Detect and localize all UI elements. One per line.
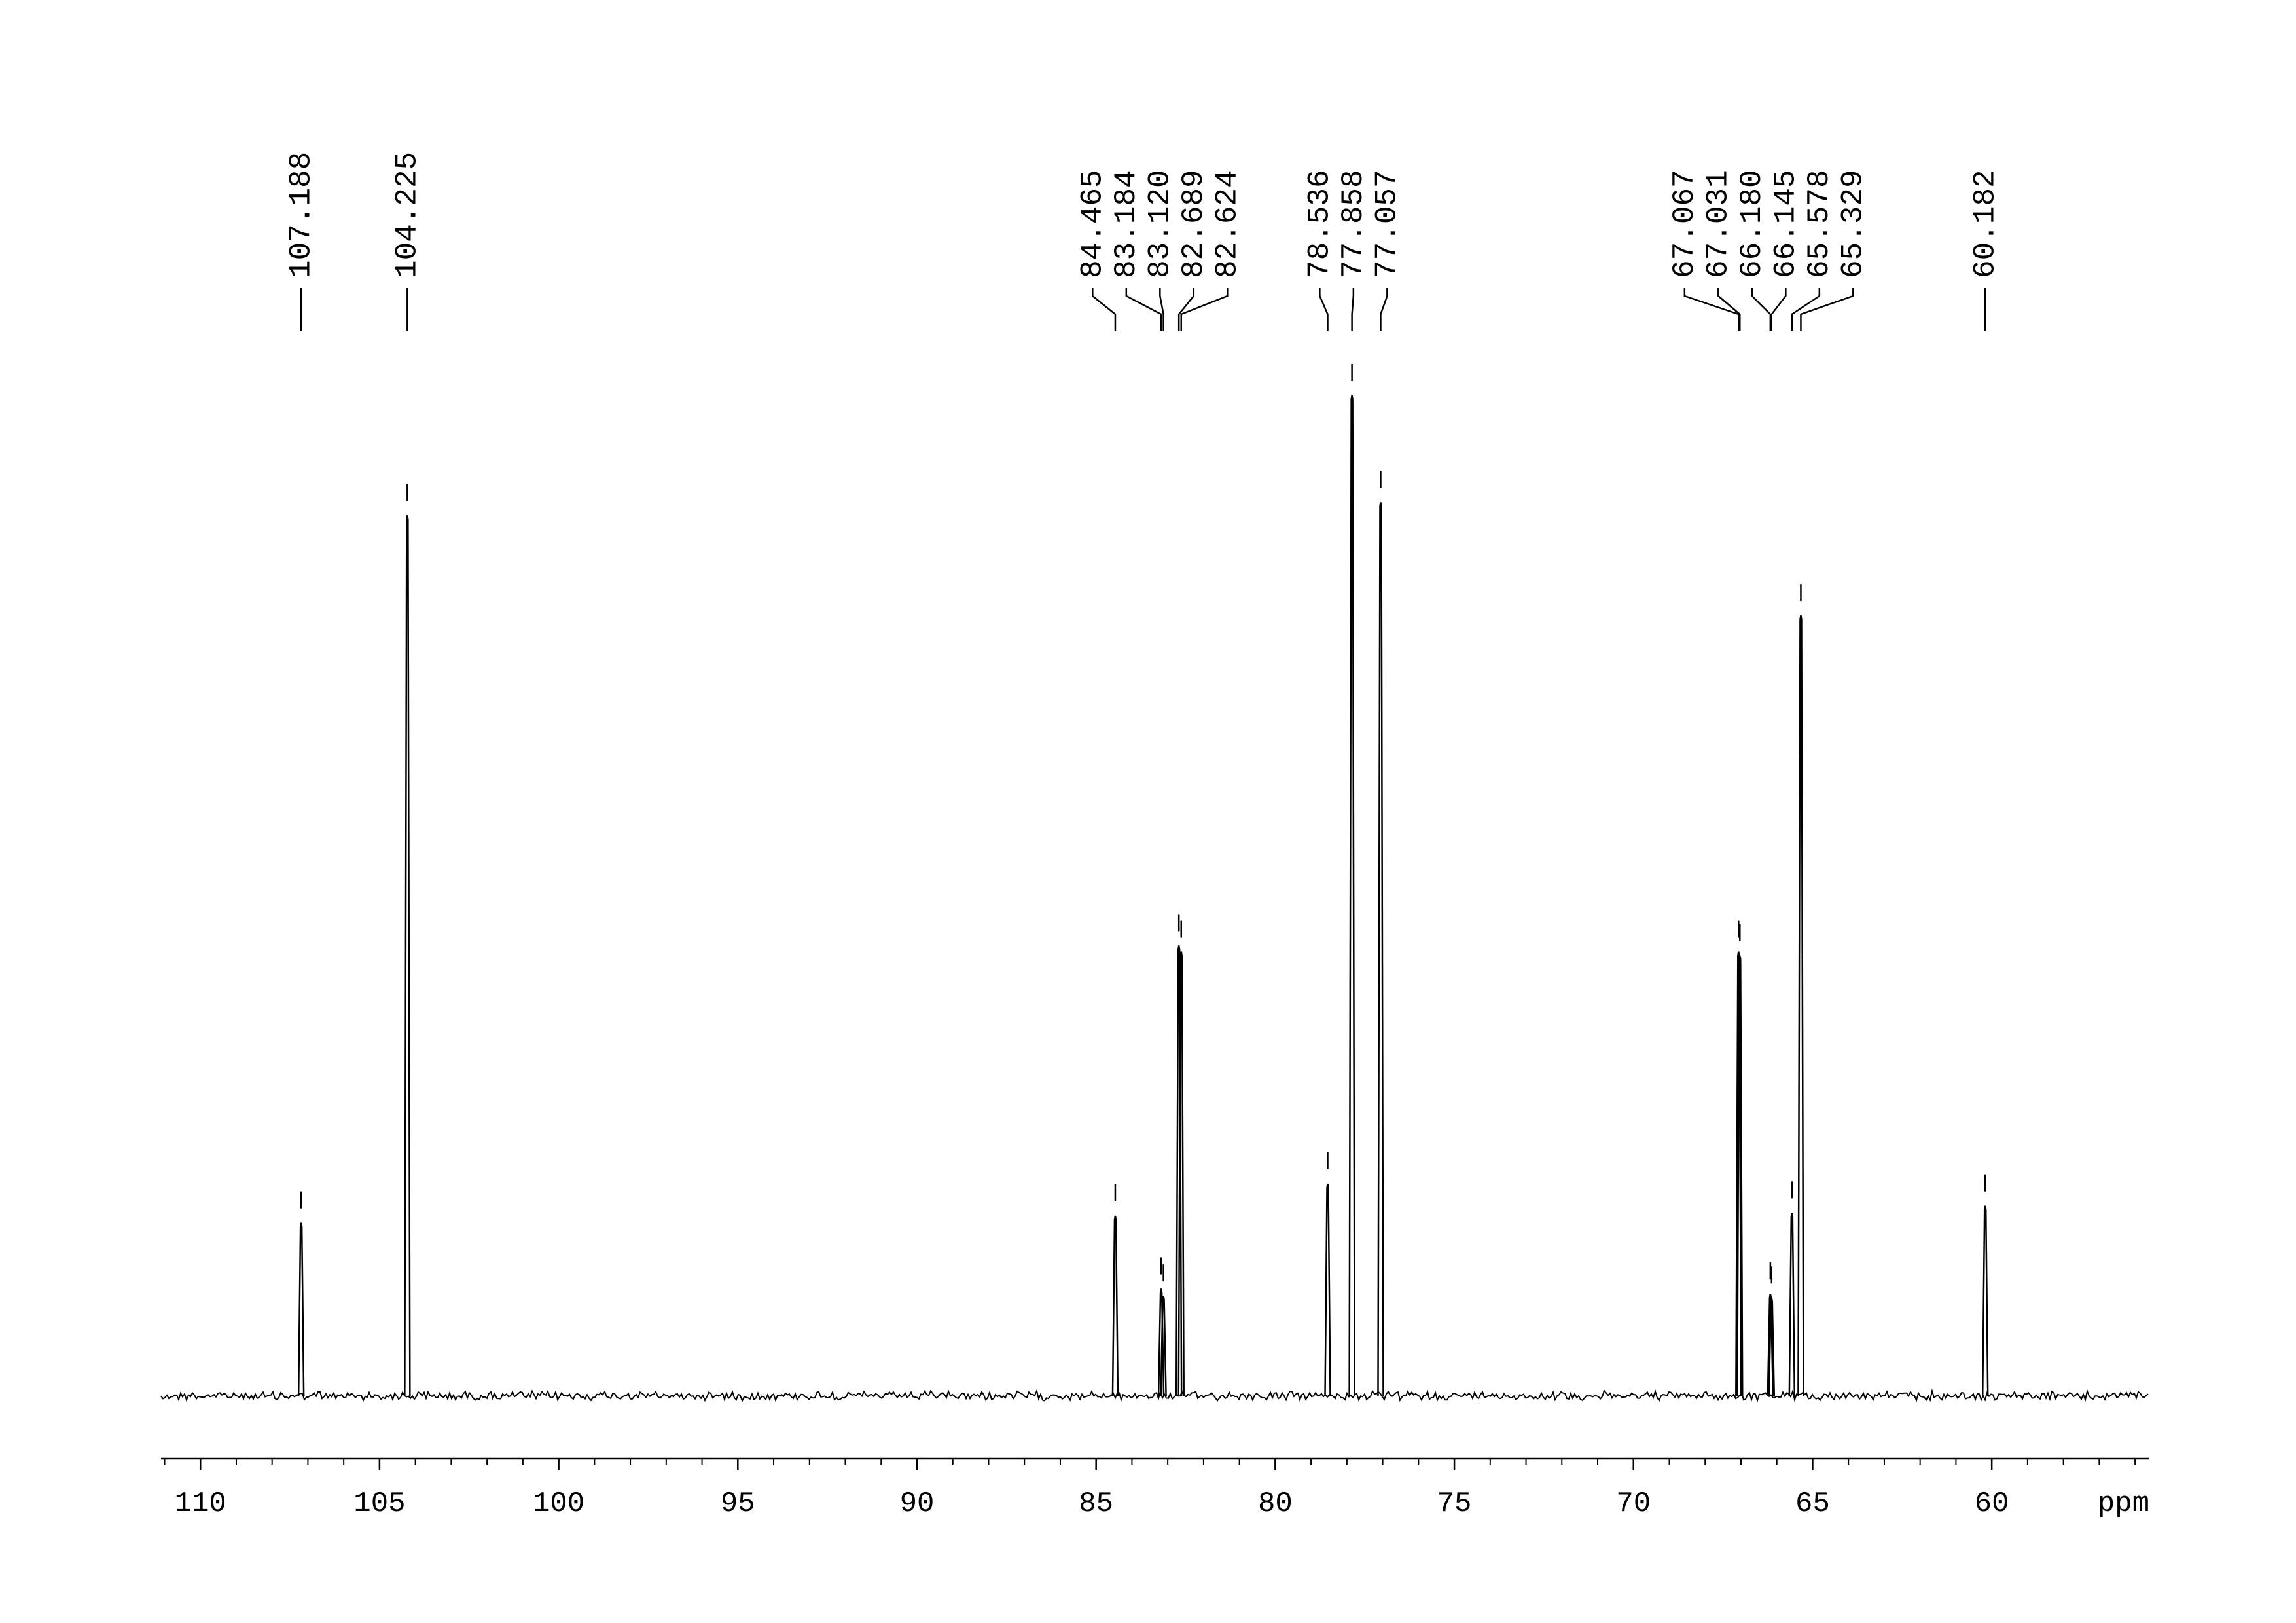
peak: [1981, 1205, 1989, 1396]
peak-label: 77.858: [1336, 170, 1371, 278]
peak-label: 82.689: [1177, 170, 1211, 278]
label-leader: [1751, 288, 1772, 331]
x-tick-label: 75: [1437, 1487, 1472, 1520]
x-tick-label: 90: [900, 1487, 935, 1520]
peak: [1348, 395, 1355, 1396]
x-tick-label: 70: [1616, 1487, 1651, 1520]
x-tick-label: 85: [1079, 1487, 1113, 1520]
label-leader: [1092, 288, 1117, 331]
baseline-noise: [160, 1388, 2149, 1403]
x-axis-label: ppm: [2098, 1487, 2149, 1520]
peak-label: 65.329: [1836, 170, 1870, 278]
peak: [1377, 502, 1384, 1396]
label-leader: [1800, 288, 1854, 331]
peak: [1788, 1213, 1796, 1396]
peak-label: 83.184: [1109, 170, 1143, 278]
x-tick-label: 110: [175, 1487, 226, 1520]
peak: [1735, 951, 1742, 1396]
label-leader: [1177, 288, 1195, 331]
label-leader: [1791, 288, 1821, 331]
peak: [1324, 1183, 1331, 1396]
peak-label: 67.031: [1701, 170, 1735, 278]
peak-label: 104.225: [390, 152, 424, 278]
label-leader: [1180, 288, 1229, 331]
x-tick-label: 65: [1795, 1487, 1830, 1520]
peak-label: 67.067: [1668, 170, 1702, 278]
x-tick-label: 95: [721, 1487, 755, 1520]
peak: [404, 515, 411, 1396]
peak-label: 60.182: [1968, 170, 2002, 278]
peak: [1111, 1215, 1119, 1396]
peak-label: 66.145: [1768, 170, 1803, 278]
label-leader: [1717, 288, 1741, 331]
peak-label: 77.057: [1371, 170, 1405, 278]
peak-label: 66.180: [1735, 170, 1769, 278]
label-leader: [1159, 288, 1164, 331]
label-leader: [1351, 288, 1355, 331]
x-tick-label: 80: [1258, 1487, 1293, 1520]
peak: [1768, 1298, 1776, 1396]
x-tick-label: 105: [353, 1487, 405, 1520]
peak: [1797, 615, 1804, 1396]
x-tick-label: 100: [533, 1487, 584, 1520]
peak-label: 78.536: [1303, 170, 1337, 278]
peak: [1177, 951, 1185, 1396]
label-leader: [1683, 288, 1740, 331]
peak-label: 107.188: [284, 152, 318, 278]
label-leader: [1319, 288, 1329, 331]
label-leader: [1380, 288, 1388, 331]
peak: [1767, 1293, 1774, 1396]
peak: [297, 1222, 305, 1396]
peak: [1736, 955, 1744, 1396]
peak-label: 82.624: [1210, 170, 1244, 278]
peak-label: 65.578: [1803, 170, 1837, 278]
label-leader: [1770, 288, 1787, 331]
x-tick-label: 60: [1975, 1487, 2009, 1520]
peak-label: 83.120: [1143, 170, 1177, 278]
peak-label: 84.465: [1075, 170, 1109, 278]
peak: [1160, 1295, 1167, 1396]
label-leader: [1125, 288, 1162, 331]
